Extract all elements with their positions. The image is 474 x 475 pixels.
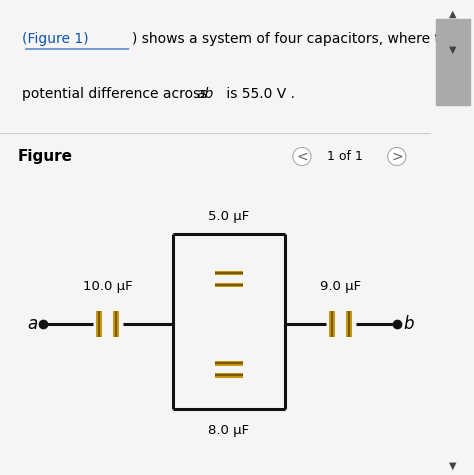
Text: ab: ab [196,87,213,101]
Text: >: > [391,150,402,163]
Text: 8.0 μF: 8.0 μF [208,424,249,437]
Text: b: b [404,315,414,333]
Bar [436,19,470,104]
Text: Figure: Figure [17,149,72,164]
Text: a: a [27,315,37,333]
Bar [113,312,119,337]
Text: 9.0 μF: 9.0 μF [320,279,361,293]
Text: ) shows a system of four capacitors, where the: ) shows a system of four capacitors, whe… [132,32,457,46]
Bar [346,312,352,337]
Text: is 55.0 V .: is 55.0 V . [222,87,295,101]
Text: 1 of 1: 1 of 1 [327,150,363,163]
Bar [215,283,243,287]
Text: ▲: ▲ [449,9,456,19]
Bar [215,373,243,378]
Text: ▼: ▼ [449,45,456,55]
Bar [329,312,335,337]
Bar [215,271,243,275]
Text: 10.0 μF: 10.0 μF [83,279,133,293]
Text: ▼: ▼ [449,460,456,471]
Bar [215,361,243,365]
Bar [96,312,102,337]
Text: 5.0 μF: 5.0 μF [208,210,249,223]
Text: potential difference across: potential difference across [22,87,211,101]
Text: (Figure 1): (Figure 1) [22,32,88,46]
Text: <: < [296,150,308,163]
